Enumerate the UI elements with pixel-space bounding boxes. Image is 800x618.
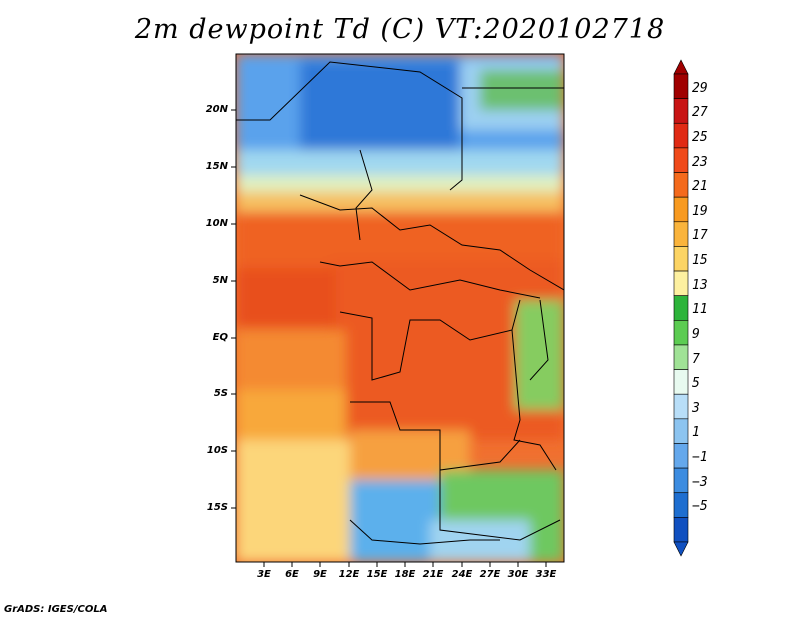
lon-label-33e: 33E bbox=[535, 569, 557, 580]
colorbar-label: 5 bbox=[692, 376, 700, 392]
lon-label-15e: 15E bbox=[366, 569, 388, 580]
lon-label-27e: 27E bbox=[479, 569, 501, 580]
lat-label-10n: 10N bbox=[205, 218, 228, 229]
colorbar-label: 9 bbox=[692, 326, 700, 342]
colorbar-swatch bbox=[673, 517, 689, 543]
lat-label-15s: 15S bbox=[206, 502, 228, 513]
colorbar-swatch bbox=[673, 295, 689, 321]
colorbar-label: 13 bbox=[692, 277, 708, 293]
colorbar-label: −5 bbox=[692, 499, 708, 515]
lat-label-5n: 5N bbox=[212, 275, 228, 286]
colorbar-swatch bbox=[673, 122, 689, 149]
colorbar-label: 19 bbox=[692, 203, 708, 219]
colorbar-swatch bbox=[673, 369, 689, 395]
lon-label-21e: 21E bbox=[422, 569, 444, 580]
colorbar-swatch bbox=[673, 246, 689, 272]
colorbar-label: 17 bbox=[692, 228, 708, 244]
grads-credit: GrADS: IGES/COLA bbox=[4, 604, 108, 615]
colorbar-label: 11 bbox=[692, 302, 708, 318]
lat-ticks bbox=[231, 109, 236, 509]
colorbar-label: 7 bbox=[692, 351, 700, 367]
lon-label-9e: 9E bbox=[313, 569, 327, 580]
lon-label-18e: 18E bbox=[394, 569, 416, 580]
map-title: 2m dewpoint Td (C) VT:2020102718 bbox=[134, 14, 666, 45]
colorbar-swatch bbox=[673, 344, 689, 370]
lat-label-10s: 10S bbox=[206, 445, 228, 456]
colorbar-label: −3 bbox=[692, 474, 708, 490]
dewpoint-field bbox=[236, 54, 564, 562]
colorbar-swatch bbox=[673, 221, 689, 247]
colorbar-label: 27 bbox=[692, 105, 708, 121]
lon-ticks bbox=[263, 562, 547, 567]
colorbar-swatch bbox=[673, 492, 689, 518]
colorbar-label: 3 bbox=[692, 400, 700, 416]
colorbar-label: 1 bbox=[692, 425, 700, 441]
lat-label-20n: 20N bbox=[205, 104, 228, 115]
colorbar-swatch bbox=[673, 98, 689, 124]
colorbar-swatch bbox=[673, 418, 689, 444]
lat-label-15n: 15N bbox=[205, 161, 228, 172]
colorbar-label: 21 bbox=[692, 179, 708, 195]
colorbar-label: −1 bbox=[692, 450, 708, 466]
map-frame bbox=[235, 53, 565, 563]
colorbar-swatch bbox=[673, 467, 689, 494]
lon-label-12e: 12E bbox=[338, 569, 360, 580]
lat-label-eq: EQ bbox=[212, 332, 228, 343]
colorbar-swatch bbox=[673, 196, 689, 223]
colorbar-swatch bbox=[673, 73, 689, 99]
colorbar-top-arrow bbox=[673, 59, 689, 75]
colorbar-swatch bbox=[673, 147, 689, 173]
lon-label-30e: 30E bbox=[507, 569, 529, 580]
lat-label-5s: 5S bbox=[213, 388, 228, 399]
colorbar-swatch bbox=[673, 172, 689, 198]
colorbar bbox=[673, 59, 689, 557]
colorbar-swatch bbox=[673, 320, 689, 346]
country-borders bbox=[236, 61, 564, 545]
colorbar-label: 25 bbox=[692, 129, 708, 145]
colorbar-swatch bbox=[673, 270, 689, 296]
colorbar-swatch bbox=[673, 443, 689, 469]
lon-label-24e: 24E bbox=[451, 569, 473, 580]
colorbar-swatch bbox=[673, 393, 689, 420]
colorbar-label: 29 bbox=[692, 80, 708, 96]
lon-label-3e: 3E bbox=[257, 569, 271, 580]
colorbar-bottom-arrow bbox=[673, 541, 689, 557]
colorbar-label: 15 bbox=[692, 253, 708, 269]
colorbar-label: 23 bbox=[692, 154, 708, 170]
lon-label-6e: 6E bbox=[285, 569, 299, 580]
